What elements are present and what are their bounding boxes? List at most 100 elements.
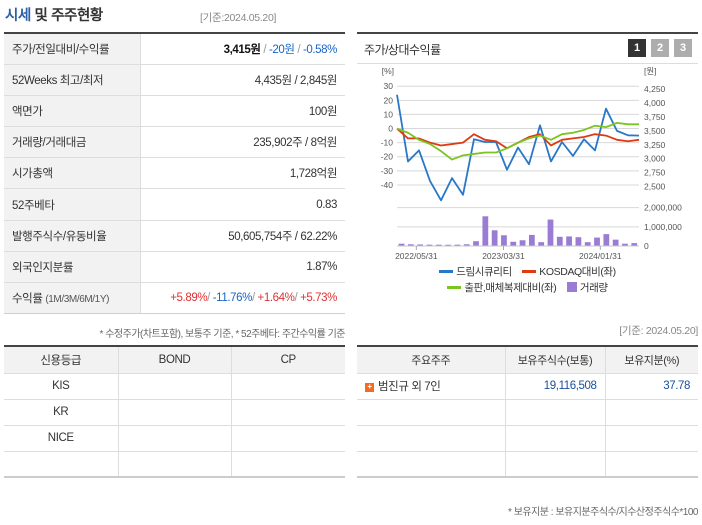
svg-text:0: 0 [644,241,649,251]
shareholders-table-note: * 보유지분 : 보유지분주식수/지수산정주식수*100 [508,507,698,518]
svg-text:3,250: 3,250 [644,140,666,150]
quote-table: 주가/전일대비/수익률 3,415원 / -20원 / -0.58% 52Wee… [4,32,345,315]
svg-text:2022/05/31: 2022/05/31 [395,251,438,261]
legend-swatch-volume [566,282,577,293]
col-header-bond: BOND [118,346,232,374]
basis-date-label-2: [기준: 2024.05.20] [619,325,698,337]
col-header-agency: 신용등급 [4,346,119,374]
table-row: 52Weeks 최고/최저 4,435원 / 2,845원 [4,64,345,96]
svg-text:-40: -40 [381,180,394,190]
legend-row-2: 출판,매체복제대비(좌) 거래량 [357,280,698,296]
price-change: -20원 [268,43,295,56]
table-header-row: 주요주주 보유주식수(보통) 보유지분(%) [357,346,698,374]
table-row: 시가총액 1,728억원 [4,157,345,190]
expand-icon[interactable]: + [365,383,374,392]
page-title-accent: 시세 [5,8,31,24]
credit-bond-kr [118,399,232,426]
svg-text:[%]: [%] [382,66,394,76]
svg-text:2,500: 2,500 [644,181,666,191]
chart-title: 주가/상대수익률 [364,43,441,57]
table-row: 주가/전일대비/수익률 3,415원 / -20원 / -0.58% [4,33,345,65]
chart-tab-1[interactable]: 1 [628,39,646,57]
row-value-52w: 4,435원 / 2,845원 [140,64,345,96]
table-row [4,451,345,478]
table-row: KIS [4,373,345,400]
legend-swatch-sector [447,285,462,289]
legend-label-sector: 출판,매체복제대비(좌) [464,282,557,294]
svg-text:10: 10 [384,109,394,119]
table-row: KR [4,399,345,426]
row-value-volume: 235,902주 / 8억원 [140,126,345,159]
chart-tab-3[interactable]: 3 [674,39,692,57]
return-6m: +1.64% [257,292,295,305]
table-row [357,425,698,452]
svg-text:2024/01/31: 2024/01/31 [579,251,622,261]
row-label-marketcap: 시가총액 [4,157,141,190]
row-value-par: 100원 [140,95,345,128]
credit-cp-kis [231,373,345,400]
svg-text:4,000: 4,000 [644,98,666,108]
quote-table-note: * 수정주가(차트포함), 보통주 기준, * 52주베타: 주간수익률 기준 [99,329,346,340]
col-header-shareholder: 주요주주 [357,346,506,374]
return-1y: +5.73% [300,292,337,305]
shareholder-stake-empty-3 [605,451,698,478]
page-header: 시세 및 주주현황 [0,0,349,33]
row-label-52w: 52Weeks 최고/최저 [4,64,141,96]
col-header-cp: CP [231,346,345,374]
chart-tab-2[interactable]: 2 [651,39,669,57]
svg-text:30: 30 [384,81,394,91]
row-value-beta: 0.83 [140,188,345,221]
table-row: 거래량/거래대금 235,902주 / 8억원 [4,126,345,159]
svg-text:2,750: 2,750 [644,168,666,178]
svg-text:3,750: 3,750 [644,112,666,122]
table-row: 수익률 (1M/3M/6M/1Y) +5.89%/ -11.76%/ +1.64… [4,282,345,315]
row-value-returns: +5.89%/ -11.76%/ +1.64%/ +5.73% [140,282,345,315]
svg-text:3,500: 3,500 [644,126,666,136]
credit-agency-nice: NICE [4,425,119,452]
shareholder-stake-empty-2 [605,425,698,452]
credit-agency-kr: KR [4,399,119,426]
price-chart-panel: 주가/상대수익률 1 2 3 [%] [원] 30 20 10 0 -10 -20 -30 -40… [357,32,698,320]
shareholder-name-empty-3 [357,451,506,478]
legend-label-volume: 거래량 [579,282,608,294]
svg-text:[원]: [원] [644,66,657,76]
credit-agency-empty [4,451,119,478]
credit-rating-table: 신용등급 BOND CP KIS KR NICE [4,345,345,478]
returns-label-sub: (1M/3M/6M/1Y) [45,294,110,306]
shareholders-table: 주요주주 보유주식수(보통) 보유지분(%) + 범진규 외 7인 19,116,… [357,345,698,478]
price-value: 3,415원 [223,43,261,56]
credit-bond-empty [118,451,232,478]
row-label-beta: 52주베타 [4,188,141,221]
row-label-shares: 발행주식수/유동비율 [4,220,141,252]
legend-item-kosdaq: KOSDAQ대비(좌) [522,264,616,280]
row-label-returns: 수익률 (1M/3M/6M/1Y) [4,282,141,315]
svg-text:1,000,000: 1,000,000 [644,222,682,232]
svg-text:-10: -10 [381,138,394,148]
row-value-price: 3,415원 / -20원 / -0.58% [140,33,345,65]
legend-item-sector: 출판,매체복제대비(좌) [447,280,557,296]
row-label-volume: 거래량/거래대금 [4,126,141,159]
credit-agency-kis: KIS [4,373,119,400]
return-3m: -11.76% [212,292,253,305]
table-row: 발행주식수/유동비율 50,605,754주 / 62.22% [4,220,345,252]
price-rate: -0.58% [302,43,337,56]
credit-bond-kis [118,373,232,400]
table-row [357,451,698,478]
col-header-stake: 보유지분(%) [605,346,698,374]
shareholder-name-empty-1 [357,399,506,426]
svg-text:2023/03/31: 2023/03/31 [482,251,525,261]
table-row [357,399,698,426]
legend-swatch-kosdaq [522,269,537,273]
svg-text:3,000: 3,000 [644,154,666,164]
shareholder-name: 범진규 외 7인 [378,381,441,393]
shareholder-shares-empty-1 [505,399,606,426]
credit-cp-kr [231,399,345,426]
row-label-foreign: 외국인지분률 [4,251,141,284]
row-label-par: 액면가 [4,95,141,128]
chart-header: 주가/상대수익률 1 2 3 [357,34,698,64]
svg-text:4,250: 4,250 [644,84,666,94]
legend-item-stock: 드림시큐리티 [439,264,512,280]
table-row: NICE [4,425,345,452]
shareholder-shares: 19,116,508 [505,373,606,400]
